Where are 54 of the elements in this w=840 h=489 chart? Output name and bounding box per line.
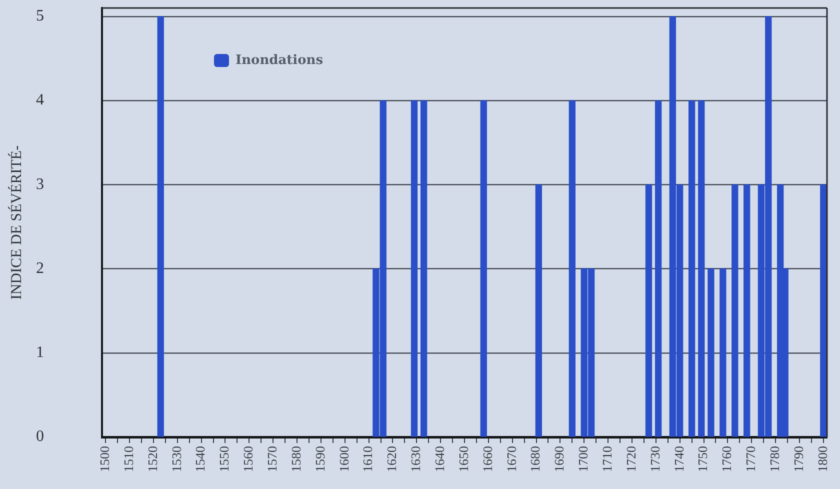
- y-tick-label: 4: [36, 92, 44, 109]
- x-tick-label: 1770: [743, 446, 758, 472]
- x-tick-label: 1520: [144, 446, 160, 472]
- bar: [720, 268, 726, 437]
- x-tick-label: 1640: [432, 446, 447, 472]
- bar: [410, 100, 418, 437]
- x-tick-label: 1540: [192, 446, 208, 472]
- bar: [744, 184, 750, 437]
- y-axis-title: INDICE DE SÉVÉRITÉ-: [8, 145, 25, 300]
- x-tick-label: 1650: [456, 446, 471, 472]
- x-tick-label: 1590: [312, 446, 328, 472]
- x-tick-label: 1670: [504, 446, 519, 472]
- x-tick-label: 1690: [552, 446, 567, 472]
- x-tick-label: 1700: [576, 446, 591, 472]
- x-tick-label: 1530: [168, 446, 184, 472]
- x-tick-label: 1630: [408, 446, 424, 472]
- bar: [688, 100, 696, 437]
- x-tick-label: 1720: [623, 446, 638, 472]
- x-tick-label: 1740: [671, 446, 686, 472]
- x-tick-label: 1500: [97, 446, 112, 472]
- bar: [820, 184, 827, 437]
- x-tick-label: 1580: [288, 446, 304, 472]
- y-tick-label: 5: [36, 8, 44, 25]
- x-tick-label: 1510: [120, 446, 136, 472]
- x-tick-label: 1750: [695, 446, 710, 472]
- bar: [157, 16, 164, 437]
- bar: [645, 184, 652, 437]
- x-tick-label: 1550: [216, 446, 232, 472]
- legend-label: Inondations: [236, 52, 324, 68]
- y-tick-label: 1: [36, 344, 44, 362]
- x-tick-label: 1800: [814, 446, 830, 472]
- x-tick-label: 1680: [528, 446, 543, 472]
- bar: [568, 100, 576, 437]
- y-tick-label: 0: [36, 428, 44, 446]
- x-tick-label: 1730: [647, 446, 662, 472]
- bar: [732, 184, 738, 437]
- bar: [708, 268, 714, 437]
- x-tick-label: 1760: [719, 446, 734, 472]
- bar: [535, 184, 542, 437]
- y-tick-label: 3: [36, 176, 44, 193]
- x-tick-label: 1710: [599, 446, 614, 472]
- x-tick-label: 1790: [790, 446, 806, 472]
- x-tick-label: 1780: [766, 446, 782, 472]
- bar: [698, 100, 705, 437]
- bar: [654, 100, 662, 437]
- x-tick-label: 1660: [480, 446, 495, 472]
- x-tick-label: 1570: [264, 446, 280, 472]
- bar: [420, 100, 428, 437]
- x-tick-label: 1620: [384, 446, 400, 472]
- x-tick-label: 1560: [240, 446, 256, 472]
- y-tick-label: 2: [36, 260, 44, 277]
- bar: [480, 100, 487, 437]
- x-tick-label: 1600: [336, 446, 352, 472]
- x-tick-label: 1610: [360, 446, 376, 472]
